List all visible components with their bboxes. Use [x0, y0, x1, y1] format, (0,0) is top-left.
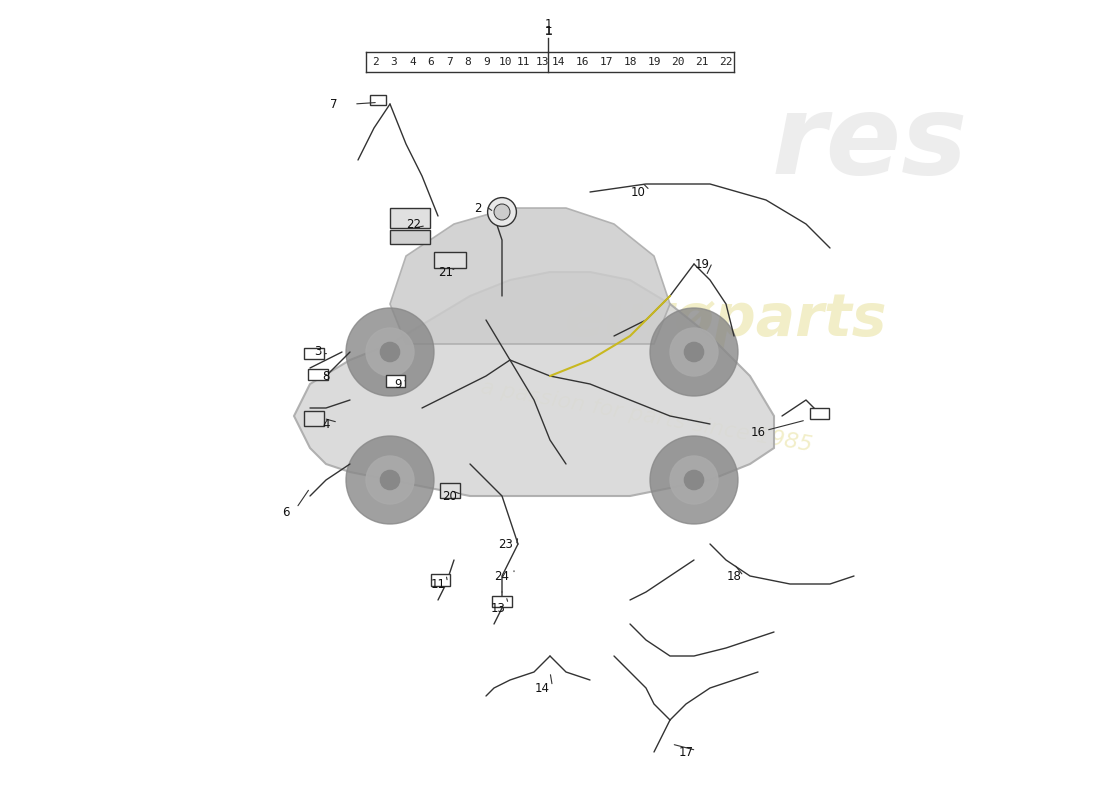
- Polygon shape: [390, 208, 670, 344]
- Text: res: res: [772, 90, 968, 198]
- Text: 16: 16: [750, 426, 766, 438]
- Circle shape: [684, 342, 704, 362]
- Text: 19: 19: [694, 258, 710, 270]
- Text: 17: 17: [600, 58, 613, 67]
- Text: 1: 1: [544, 26, 552, 38]
- Text: 18: 18: [624, 58, 637, 67]
- Text: 6: 6: [283, 506, 289, 518]
- Text: 9: 9: [394, 378, 402, 390]
- Text: a passion for parts since 1985: a passion for parts since 1985: [478, 377, 813, 455]
- Bar: [305, 348, 323, 359]
- Text: 4: 4: [409, 58, 416, 67]
- Bar: [431, 574, 450, 586]
- Circle shape: [346, 436, 434, 524]
- Text: 20: 20: [671, 58, 684, 67]
- Text: 6: 6: [428, 58, 435, 67]
- Text: 21: 21: [695, 58, 708, 67]
- Text: 10: 10: [498, 58, 512, 67]
- Text: 21: 21: [439, 266, 453, 278]
- Bar: [440, 483, 460, 498]
- Text: 14: 14: [535, 682, 550, 694]
- Text: 18: 18: [727, 570, 741, 582]
- Text: 13: 13: [536, 58, 549, 67]
- Text: eurøparts: eurøparts: [564, 291, 888, 349]
- Text: 1: 1: [544, 18, 552, 30]
- Text: 24: 24: [495, 570, 509, 582]
- Bar: [370, 95, 386, 105]
- Text: 22: 22: [719, 58, 733, 67]
- Circle shape: [650, 436, 738, 524]
- Text: 3: 3: [390, 58, 397, 67]
- Text: 17: 17: [679, 746, 693, 758]
- Circle shape: [494, 204, 510, 220]
- Text: 22: 22: [407, 218, 421, 230]
- Text: 13: 13: [491, 602, 505, 614]
- Bar: [810, 408, 829, 419]
- Circle shape: [670, 328, 718, 376]
- Text: 23: 23: [498, 538, 514, 550]
- Circle shape: [670, 456, 718, 504]
- Text: 10: 10: [630, 186, 646, 198]
- Bar: [434, 252, 466, 268]
- Text: 19: 19: [647, 58, 661, 67]
- Text: 3: 3: [315, 346, 321, 358]
- Text: 8: 8: [464, 58, 472, 67]
- Text: 14: 14: [551, 58, 564, 67]
- Circle shape: [366, 456, 414, 504]
- Bar: [308, 369, 328, 380]
- Text: 7: 7: [447, 58, 453, 67]
- Text: 2: 2: [372, 58, 379, 67]
- Circle shape: [366, 328, 414, 376]
- Text: 11: 11: [430, 578, 446, 590]
- Bar: [304, 411, 323, 426]
- Bar: [493, 596, 512, 607]
- Circle shape: [650, 308, 738, 396]
- Text: 7: 7: [330, 98, 338, 110]
- Circle shape: [381, 470, 399, 490]
- Bar: [390, 230, 430, 244]
- Circle shape: [684, 470, 704, 490]
- Circle shape: [346, 308, 434, 396]
- Text: 20: 20: [442, 490, 458, 502]
- Circle shape: [487, 198, 516, 226]
- Text: 4: 4: [322, 418, 330, 430]
- Polygon shape: [294, 272, 774, 496]
- Text: 8: 8: [322, 370, 330, 382]
- Text: 9: 9: [483, 58, 490, 67]
- Circle shape: [381, 342, 399, 362]
- Text: 2: 2: [474, 202, 482, 214]
- Bar: [390, 208, 430, 228]
- Text: 11: 11: [517, 58, 530, 67]
- Bar: [386, 375, 405, 386]
- Text: 16: 16: [575, 58, 589, 67]
